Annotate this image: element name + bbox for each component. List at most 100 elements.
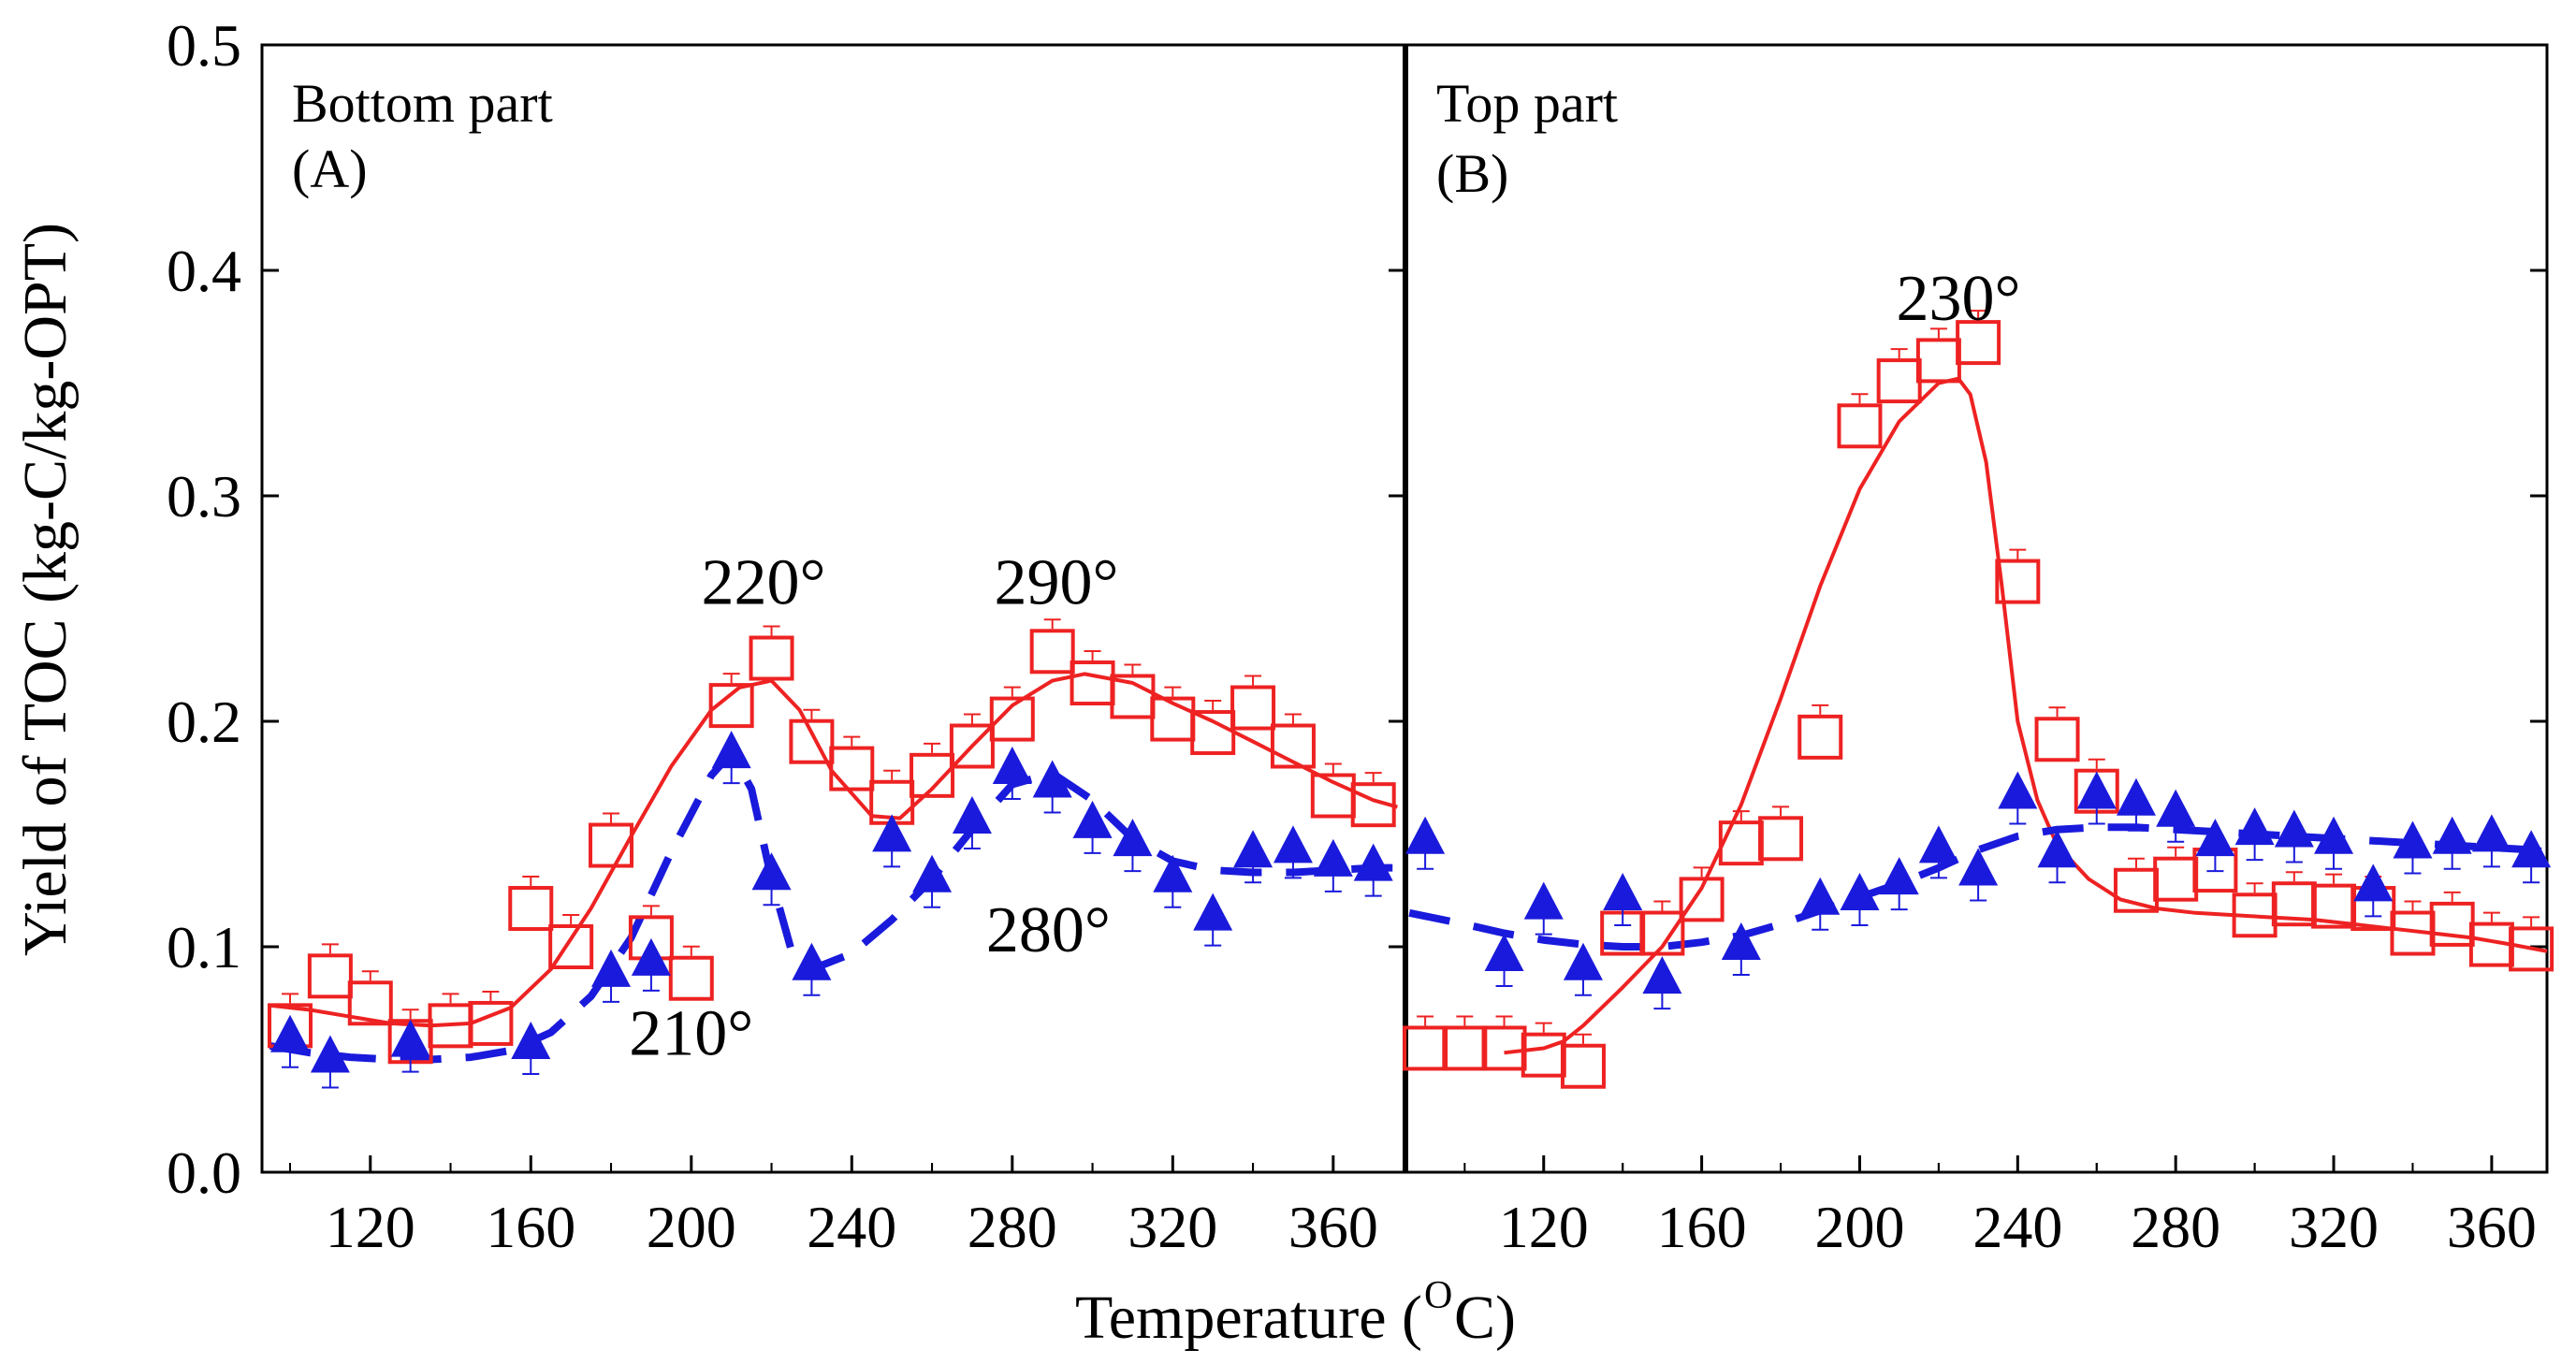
x-tick-label-b: 160	[1657, 1194, 1747, 1260]
x-tick-label-b: 120	[1499, 1194, 1589, 1260]
data-point-a-red-square	[1070, 660, 1115, 706]
panel-b-title: Top part	[1436, 73, 1618, 134]
data-point-b-blue-triangle	[1800, 877, 1841, 915]
data-point-b-blue-triangle	[2116, 777, 2156, 816]
data-point-b-blue-triangle	[1879, 857, 1919, 895]
data-point-a-red-square	[548, 924, 594, 969]
data-point-a-blue-triangle	[751, 852, 792, 891]
data-point-a-red-square	[989, 696, 1035, 742]
data-point-b-red-square	[1481, 1025, 1527, 1071]
fit-line-b-blue-triangles	[1408, 823, 2548, 950]
markers-layer	[268, 310, 2554, 1089]
data-point-b-red-square	[1915, 338, 1961, 384]
x-tick-label-a: 200	[647, 1194, 736, 1260]
data-point-b-blue-triangle	[2432, 816, 2472, 854]
panel-a-title: Bottom part	[292, 73, 553, 134]
data-point-b-blue-triangle	[2314, 816, 2354, 854]
data-point-a-blue-triangle	[1193, 892, 1233, 931]
data-point-a-red-square	[1110, 674, 1156, 719]
data-point-a-red-square	[1230, 685, 1276, 731]
fit-line-a-blue-triangles	[269, 748, 1398, 1064]
panel-b-label: (B)	[1436, 143, 1508, 204]
data-point-b-blue-triangle	[1484, 934, 1524, 972]
x-tick-label-a: 160	[486, 1194, 575, 1260]
data-point-b-blue-triangle	[1918, 825, 1958, 863]
data-point-a-blue-triangle	[992, 747, 1032, 785]
data-point-a-blue-triangle	[1353, 843, 1393, 881]
data-point-a-red-square	[1190, 710, 1236, 756]
data-point-a-red-square	[1270, 723, 1316, 769]
data-point-a-blue-triangle	[912, 854, 953, 892]
data-point-a-blue-triangle	[792, 942, 832, 980]
data-point-a-red-square	[1350, 782, 1396, 828]
data-point-b-red-square	[1639, 910, 1685, 956]
data-point-b-blue-triangle	[1721, 922, 1761, 960]
axes-layer	[260, 43, 2549, 1174]
data-point-b-red-square	[2153, 856, 2199, 902]
peak-annotation-a: 220°	[701, 547, 825, 619]
y-tick-label: 0.4	[167, 238, 241, 304]
data-point-a-blue-triangle	[1313, 838, 1353, 877]
data-point-a-red-square	[749, 635, 794, 681]
x-tick-label-b: 200	[1814, 1194, 1904, 1260]
x-tick-label-a: 120	[326, 1194, 415, 1260]
data-point-b-blue-triangle	[2156, 789, 2196, 827]
data-point-b-red-square	[1442, 1025, 1488, 1071]
data-point-a-blue-triangle	[1072, 800, 1113, 838]
data-point-b-blue-triangle	[1603, 872, 1643, 910]
data-point-a-red-square	[1029, 629, 1075, 675]
data-point-b-red-square	[1956, 320, 2001, 366]
x-tick-label-a: 320	[1128, 1194, 1217, 1260]
data-point-b-blue-triangle	[2195, 819, 2235, 857]
data-point-b-red-square	[1995, 559, 2041, 604]
x-axis-title-main: Temperature (	[1075, 1284, 1422, 1352]
y-tick-label: 0.3	[167, 463, 241, 530]
data-point-b-red-square	[1560, 1043, 1606, 1089]
peak-annotation-b: 230°	[1897, 263, 2021, 335]
x-tick-label-b: 280	[2131, 1194, 2220, 1260]
data-point-b-red-square	[1521, 1032, 1566, 1078]
y-tick-label: 0.0	[167, 1139, 241, 1206]
data-point-b-blue-triangle	[2037, 830, 2077, 868]
data-point-a-blue-triangle	[1153, 854, 1193, 892]
data-point-a-blue-triangle	[390, 1019, 430, 1057]
y-axis-title: Yield of TOC (kg-C/kg-OPT)	[11, 223, 80, 956]
data-point-a-red-square	[468, 1000, 514, 1046]
data-point-a-red-square	[668, 955, 714, 1001]
data-point-b-blue-triangle	[2471, 814, 2511, 852]
y-tick-label: 0.2	[167, 689, 241, 755]
data-point-a-blue-triangle	[711, 731, 751, 769]
x-tick-label-b: 320	[2289, 1194, 2379, 1260]
data-point-b-blue-triangle	[1958, 848, 1999, 886]
data-point-b-red-square	[2034, 717, 2080, 762]
data-point-b-red-square	[1758, 816, 1804, 862]
data-point-b-blue-triangle	[1642, 956, 1682, 994]
data-point-b-red-square	[2509, 926, 2554, 972]
data-point-a-red-square	[589, 822, 634, 868]
data-point-a-red-square	[829, 746, 875, 791]
data-point-a-blue-triangle	[1233, 830, 1273, 868]
x-tick-label-a: 280	[968, 1194, 1057, 1260]
data-point-a-red-square	[910, 752, 955, 798]
data-point-b-blue-triangle	[2274, 809, 2314, 848]
data-point-b-blue-triangle	[2076, 771, 2117, 809]
x-axis-title: Temperature (	[1075, 1284, 1422, 1352]
x-tick-label-a: 240	[807, 1194, 896, 1260]
x-tick-label-b: 360	[2447, 1194, 2537, 1260]
x-axis-title-tail: C)	[1454, 1284, 1516, 1352]
data-point-a-red-square	[508, 886, 554, 932]
peak-annotation-a: 280°	[986, 894, 1111, 966]
data-point-b-red-square	[1403, 1025, 1448, 1071]
data-point-b-blue-triangle	[1523, 881, 1564, 920]
data-point-b-blue-triangle	[1563, 942, 1603, 980]
fit-line-b-red-squares	[1504, 376, 2548, 1055]
y-tick-label: 0.5	[167, 12, 241, 79]
data-point-b-blue-triangle	[1840, 872, 1880, 910]
data-point-a-blue-triangle	[270, 1014, 311, 1052]
data-point-a-red-square	[307, 953, 353, 999]
data-point-a-red-square	[789, 718, 835, 764]
data-point-a-red-square	[347, 980, 393, 1026]
data-point-b-red-square	[1837, 403, 1883, 449]
panel-a-label: (A)	[292, 138, 368, 199]
data-point-a-blue-triangle	[310, 1035, 350, 1073]
